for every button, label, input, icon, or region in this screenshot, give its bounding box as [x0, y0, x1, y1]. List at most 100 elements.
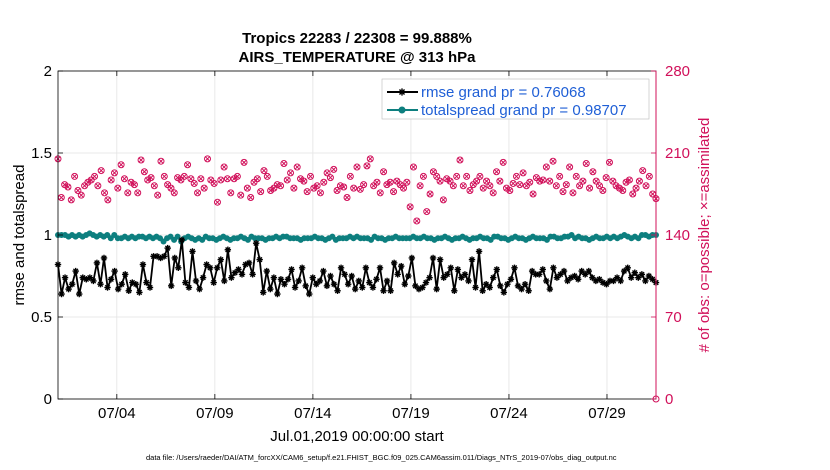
- obs-assimilated-point: [513, 173, 520, 180]
- obs-possible-point: [350, 184, 358, 192]
- asterisk-stroke: [479, 288, 486, 294]
- obs-possible-point: [343, 194, 351, 202]
- asterisk-stroke: [363, 265, 369, 271]
- cross-stroke: [507, 187, 513, 194]
- cross-stroke: [424, 208, 430, 215]
- cross-stroke: [158, 158, 164, 164]
- obs-assimilated-point: [91, 173, 98, 180]
- asterisk-stroke: [511, 265, 518, 271]
- asterisk-stroke: [225, 247, 231, 253]
- asterisk-stroke: [617, 278, 624, 284]
- rmse-point: [497, 282, 504, 290]
- rmse-point: [560, 267, 568, 275]
- rmse-point: [330, 281, 338, 288]
- obs-possible-point: [486, 182, 494, 190]
- obs-possible-point: [473, 177, 481, 185]
- obs-possible-point: [556, 172, 564, 180]
- obs-assimilated-point: [111, 170, 118, 176]
- asterisk-stroke: [391, 260, 397, 266]
- cross-stroke: [440, 197, 447, 203]
- asterisk-stroke: [122, 271, 128, 278]
- rmse-point: [447, 264, 454, 271]
- obs-possible-point: [300, 177, 308, 185]
- asterisk-stroke: [366, 279, 373, 286]
- obs-possible-point: [552, 182, 560, 190]
- cross-stroke: [347, 173, 354, 180]
- obs-assimilated-point: [201, 185, 207, 191]
- obs-assimilated-point: [610, 178, 616, 184]
- rmse-point: [355, 277, 362, 285]
- rmse-point: [458, 274, 465, 281]
- cross-stroke: [533, 174, 540, 181]
- obs-possible-point: [180, 172, 188, 180]
- obs-assimilated-point: [620, 187, 626, 194]
- obs-assimilated-point: [75, 187, 81, 194]
- rmse-point: [245, 259, 253, 267]
- obs-possible-point: [336, 182, 344, 190]
- obs-possible-point: [436, 177, 444, 185]
- rmse-point: [72, 267, 79, 275]
- rmse-point: [468, 256, 476, 263]
- cross-stroke: [91, 173, 98, 180]
- cross-stroke: [141, 168, 148, 175]
- cross-stroke: [125, 190, 131, 196]
- asterisk-stroke: [508, 276, 514, 283]
- rmse-point: [277, 276, 285, 283]
- asterisk-stroke: [380, 288, 387, 294]
- cross-stroke: [517, 181, 523, 188]
- obs-assimilated-point: [497, 178, 503, 184]
- obs-possible-point: [120, 175, 128, 183]
- obs-possible-point: [596, 182, 604, 190]
- asterisk-stroke: [239, 271, 245, 278]
- asterisk-stroke: [306, 291, 312, 297]
- asterisk-stroke: [497, 283, 504, 289]
- legend-rmse-marker: [398, 88, 406, 96]
- obs-assimilated-point: [477, 173, 483, 180]
- asterisk-stroke: [253, 240, 259, 246]
- y-right-tick-label: 280: [665, 63, 690, 80]
- rmse-point: [320, 267, 327, 275]
- obs-possible-point: [320, 178, 328, 186]
- cross-stroke: [350, 185, 357, 191]
- asterisk-stroke: [398, 263, 404, 269]
- rmse-point: [185, 284, 193, 291]
- obs-possible-point: [569, 189, 577, 197]
- rmse-point: [323, 282, 331, 290]
- cross-stroke: [643, 183, 649, 189]
- rmse-point: [139, 261, 147, 268]
- asterisk-stroke: [65, 286, 72, 292]
- obs-assimilated-point: [350, 185, 357, 191]
- asterisk-stroke: [80, 274, 86, 281]
- obs-possible-point: [94, 182, 102, 190]
- obs-assimilated-point: [616, 185, 623, 191]
- obs-assimilated-point: [633, 185, 639, 191]
- obs-assimilated-point: [284, 177, 290, 183]
- obs-assimilated-point: [347, 173, 354, 180]
- obs-possible-point: [373, 178, 381, 186]
- asterisk-stroke: [373, 276, 380, 283]
- cross-stroke: [387, 179, 393, 186]
- obs-possible-point: [97, 167, 105, 175]
- asterisk-stroke: [288, 266, 295, 273]
- asterisk-stroke: [649, 276, 656, 283]
- obs-assimilated-point: [643, 183, 649, 189]
- legend: rmse grand pr = 0.76068 totalspread gran…: [381, 78, 650, 120]
- cross-stroke: [234, 173, 241, 180]
- obs-possible-point: [629, 190, 637, 198]
- asterisk-stroke: [62, 274, 68, 281]
- cross-stroke: [287, 170, 294, 176]
- asterisk-stroke: [115, 286, 121, 292]
- cross-stroke: [450, 183, 457, 189]
- asterisk-stroke: [317, 278, 323, 284]
- obs-assimilated-point: [151, 183, 158, 189]
- obs-possible-point: [506, 186, 514, 194]
- rmse-point: [302, 282, 309, 290]
- rmse-point: [465, 277, 472, 285]
- obs-assimilated-point: [214, 199, 221, 205]
- obs-assimilated-point: [546, 178, 553, 184]
- obs-possible-point: [187, 175, 195, 183]
- obs-assimilated-point: [168, 185, 174, 191]
- rmse-point: [461, 271, 469, 278]
- rmse-point: [337, 264, 345, 271]
